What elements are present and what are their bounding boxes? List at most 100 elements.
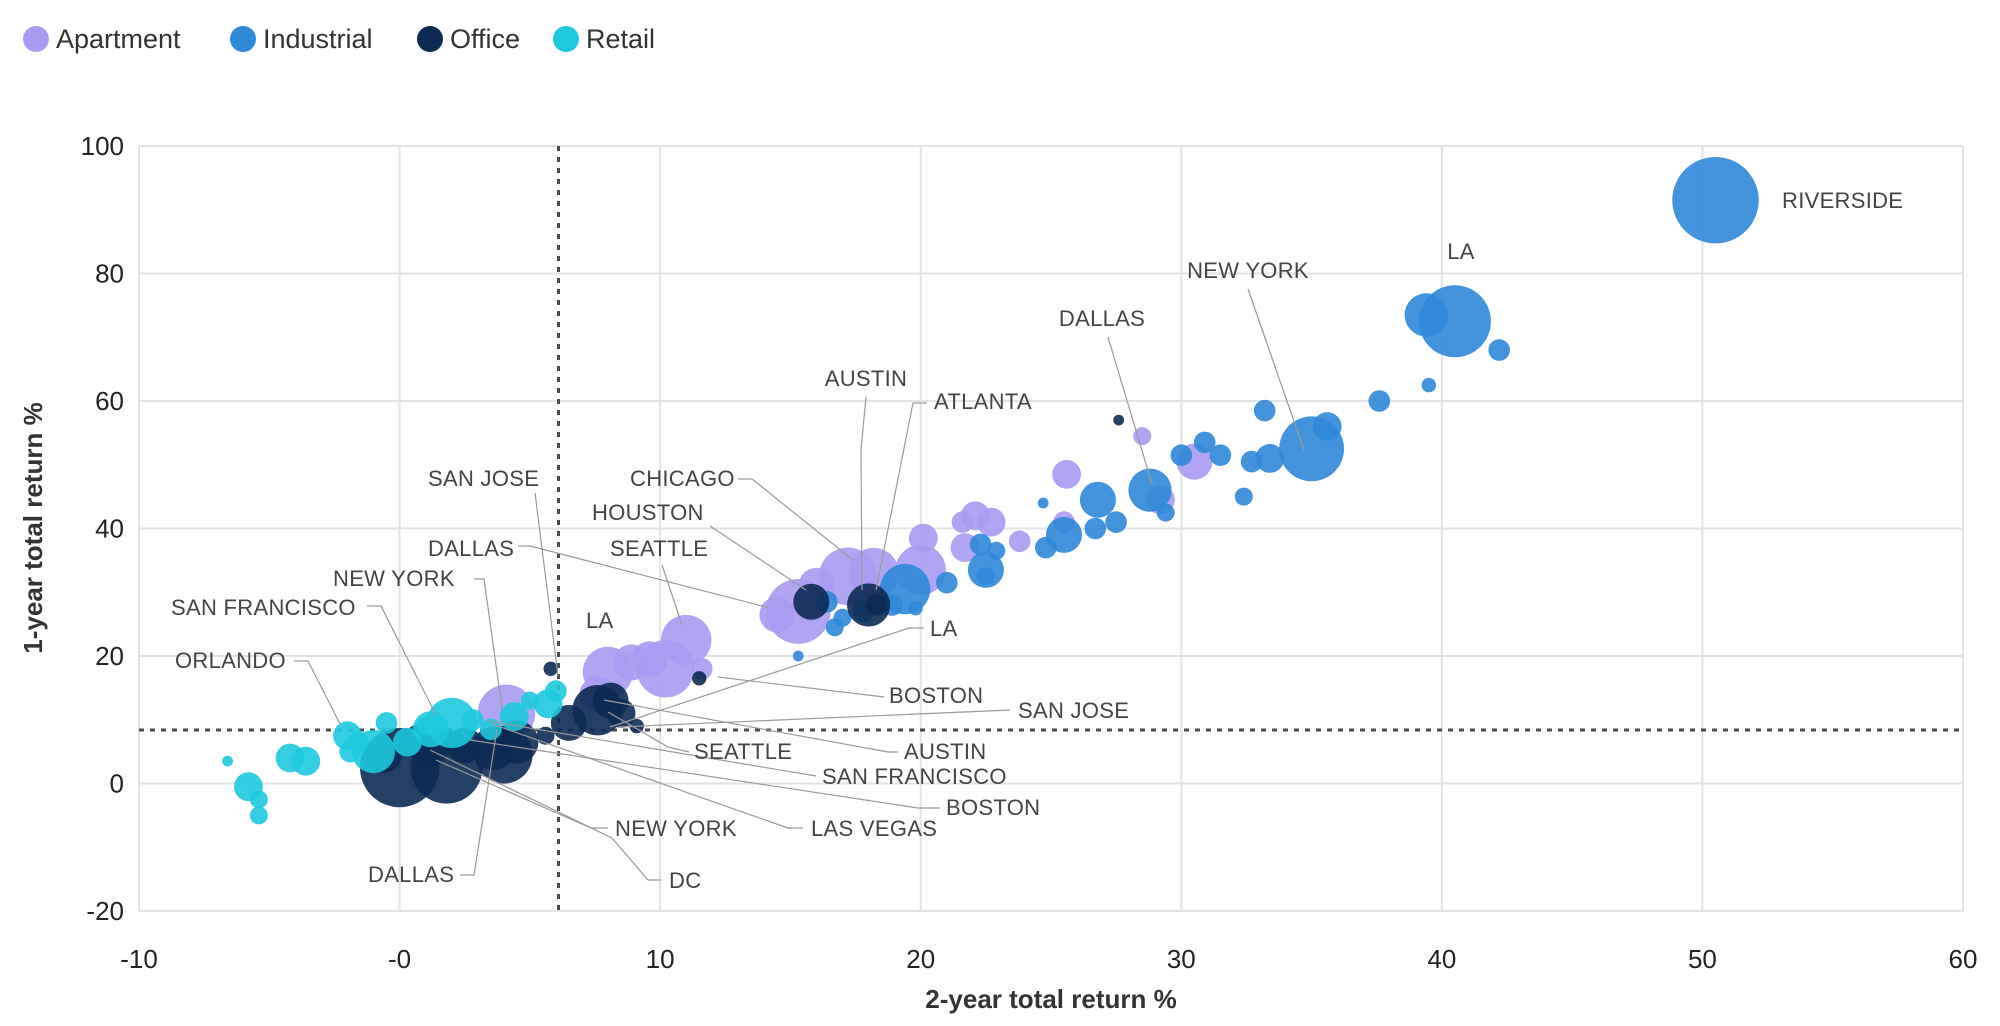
annotation-chicago: CHICAGO: [630, 466, 735, 491]
annotation-atlanta: ATLANTA: [934, 389, 1032, 414]
annotation-austin: AUSTIN: [904, 739, 986, 764]
annotation-la: LA: [930, 616, 958, 641]
bubble-industrial: [1128, 468, 1172, 512]
leader-line-dallas: [1107, 336, 1153, 485]
x-tick-label: 60: [1949, 944, 1978, 974]
bubble-retail: [375, 712, 398, 734]
leader-line-dallas: [460, 728, 498, 876]
y-tick-label: -20: [86, 896, 124, 926]
bubble-industrial: [1105, 511, 1127, 533]
leader-line-boston: [717, 676, 885, 698]
bubble-industrial: [825, 618, 844, 637]
axes: -10 -0 10 20 30 40 50 60 -20 0 20 40 60 80 100 2-year t…: [18, 131, 1977, 1014]
bubble-industrial: [1079, 481, 1116, 518]
bubble-retail: [351, 730, 396, 774]
x-tick-label: 30: [1167, 944, 1196, 974]
bubble-industrial: [987, 541, 1006, 560]
legend-swatch-industrial: [230, 26, 256, 52]
bubble-industrial: [792, 650, 804, 662]
bubble-industrial: [1253, 399, 1276, 422]
annotation-houston: HOUSTON: [592, 500, 704, 525]
bubble-retail: [291, 746, 321, 776]
annotation-new-york: NEW YORK: [333, 566, 455, 591]
annotation-dallas: DALLAS: [368, 862, 454, 887]
bubble-office: [692, 671, 707, 686]
annotation-orlando: ORLANDO: [175, 648, 286, 673]
leader-line-orlando: [294, 660, 341, 725]
leader-line-san-francisco: [487, 720, 817, 777]
bubble-industrial: [1404, 293, 1448, 337]
bubble-industrial: [1368, 390, 1391, 412]
leader-line-seattle: [607, 711, 690, 753]
annotation-new-york: NEW YORK: [615, 816, 737, 841]
y-tick-label: 40: [95, 514, 124, 544]
bubble-retail: [545, 680, 567, 702]
bubble-retail: [461, 709, 484, 731]
bubble-industrial: [1170, 444, 1193, 467]
bubble-apartment: [631, 641, 668, 678]
bubble-industrial: [969, 533, 992, 556]
bubbles: [222, 157, 1759, 825]
bubble-industrial: [1672, 157, 1759, 244]
bubble-apartment: [951, 511, 974, 533]
bubble-industrial: [1156, 503, 1175, 522]
gridlines: [138, 145, 1964, 912]
annotation-seattle: SEATTLE: [610, 536, 708, 561]
bubble-industrial: [1312, 412, 1342, 441]
x-tick-label: 10: [646, 944, 675, 974]
annotation-austin: AUSTIN: [825, 366, 907, 391]
bubble-apartment: [1008, 530, 1031, 553]
annotation-san-jose: SAN JOSE: [428, 466, 539, 491]
bubble-retail: [249, 790, 268, 809]
y-tick-label: 80: [95, 259, 124, 289]
bubble-apartment: [1133, 427, 1152, 446]
leader-line-la: [609, 627, 924, 728]
y-tick-label: 0: [110, 769, 124, 799]
annotation-new-york: NEW YORK: [1187, 258, 1309, 283]
bubble-industrial: [936, 571, 958, 594]
annotation-san-jose: SAN JOSE: [1018, 698, 1129, 723]
legend-label-industrial: Industrial: [263, 24, 373, 54]
bubble-industrial: [1488, 339, 1510, 361]
bubble-office: [550, 704, 587, 741]
bubble-industrial: [1234, 487, 1253, 506]
bubble-industrial: [1037, 497, 1049, 509]
bubble-industrial: [908, 601, 923, 616]
reference-lines: [139, 146, 1963, 911]
leader-line-san-jose: [617, 709, 1011, 728]
leader-line-seattle: [661, 564, 683, 626]
bubble-office: [865, 594, 888, 616]
y-tick-label: 20: [95, 641, 124, 671]
legend: Apartment Industrial Office Retail: [23, 24, 655, 54]
annotation-san-francisco: SAN FRANCISCO: [171, 595, 356, 620]
legend-label-office: Office: [450, 24, 520, 54]
x-axis-title: 2-year total return %: [925, 984, 1176, 1014]
bubble-retail: [416, 717, 435, 736]
y-axis-title: 1-year total return %: [18, 402, 48, 653]
annotation-riverside: RIVERSIDE: [1782, 188, 1903, 213]
bubble-office: [793, 583, 830, 620]
annotations: RIVERSIDE LA NEW YORK DALLAS AUSTIN ATLANTA CH…: [171, 188, 1903, 893]
annotation-seattle: SEATTLE: [694, 739, 792, 764]
leader-line-houston: [709, 525, 807, 591]
bubble-retail: [426, 697, 477, 749]
leader-line-atlanta: [875, 402, 927, 591]
x-tick-label: -0: [388, 944, 411, 974]
bubble-apartment: [908, 523, 938, 553]
leader-line-boston: [469, 739, 940, 809]
leader-line-austin: [860, 396, 867, 591]
bubble-apartment: [976, 507, 1006, 537]
annotation-dc: DC: [669, 868, 701, 893]
leader-line-dallas: [518, 545, 771, 609]
bubble-apartment: [759, 596, 796, 633]
bubble-industrial: [1255, 444, 1285, 473]
annotation-las-vegas: LAS VEGAS: [811, 816, 937, 841]
legend-label-apartment: Apartment: [56, 24, 181, 54]
bubble-industrial: [1035, 536, 1057, 559]
bubble-retail: [249, 806, 268, 825]
x-tick-label: -10: [120, 944, 158, 974]
leader-line-dc: [429, 749, 661, 881]
x-tick-label: 20: [906, 944, 935, 974]
leader-line-chicago: [738, 478, 854, 561]
